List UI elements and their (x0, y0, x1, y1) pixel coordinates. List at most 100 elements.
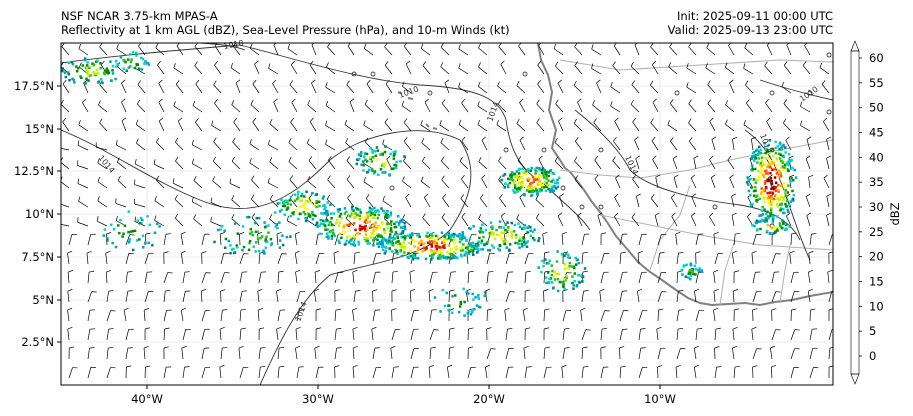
wind-barb (543, 366, 552, 379)
wind-barb (201, 310, 211, 322)
reflectivity-cell (546, 271, 550, 274)
reflectivity-cell (278, 221, 281, 224)
reflectivity-cell (395, 160, 398, 164)
wind-barb (781, 81, 792, 94)
reflectivity-cell (763, 200, 766, 204)
reflectivity-cell (502, 231, 505, 235)
reflectivity-cell (530, 190, 533, 193)
wind-barb (403, 137, 412, 151)
reflectivity-cell (467, 292, 470, 295)
reflectivity-cell (368, 220, 372, 223)
reflectivity-cell (764, 217, 767, 220)
reflectivity-cell (379, 153, 382, 156)
reflectivity-cell (425, 234, 428, 238)
wind-barb (481, 136, 488, 151)
wind-barb (95, 142, 108, 151)
reflectivity-cell (384, 161, 387, 165)
wind-barb (714, 346, 720, 360)
wind-barb (695, 327, 703, 341)
wind-barb (823, 117, 830, 132)
reflectivity-cell (564, 252, 568, 255)
reflectivity-cell (572, 287, 575, 290)
reflectivity-cell (758, 214, 761, 217)
reflectivity-cell (782, 198, 785, 201)
reflectivity-cell (346, 223, 349, 227)
reflectivity-cell (369, 226, 372, 229)
reflectivity-cell (505, 246, 508, 249)
reflectivity-cell (538, 183, 541, 187)
reflectivity-cell (381, 248, 385, 251)
wind-barb (790, 366, 799, 379)
reflectivity-cell (390, 167, 393, 171)
wind-barb (277, 365, 285, 379)
wind-barb (314, 270, 320, 284)
wind-barb (239, 271, 248, 284)
reflectivity-cell (791, 197, 795, 201)
reflectivity-cell (435, 242, 439, 245)
reflectivity-cell (383, 150, 387, 154)
reflectivity-cell (490, 226, 493, 229)
wind-barb (77, 217, 89, 227)
reflectivity-cell (293, 199, 297, 202)
reflectivity-cell (516, 190, 519, 193)
wind-barb (251, 213, 260, 227)
reflectivity-cell (382, 171, 386, 174)
reflectivity-cell (417, 248, 420, 251)
reflectivity-cell (367, 214, 370, 218)
reflectivity-cell (253, 221, 257, 225)
wind-barb (805, 193, 811, 208)
wind-barb (156, 175, 165, 189)
reflectivity-cell (388, 174, 391, 177)
reflectivity-cell (286, 202, 289, 205)
reflectivity-cell (270, 242, 273, 245)
reflectivity-cell (434, 245, 437, 248)
wind-barb (788, 155, 794, 170)
reflectivity-cell (296, 193, 300, 196)
reflectivity-cell (369, 236, 373, 239)
reflectivity-cell (774, 189, 778, 192)
wind-barb (610, 82, 621, 94)
wind-barb (220, 289, 226, 303)
reflectivity-cell (342, 226, 345, 229)
reflectivity-cell (467, 309, 470, 312)
wind-barb (254, 60, 260, 75)
reflectivity-cell (766, 223, 770, 227)
reflectivity-cell (759, 171, 763, 175)
reflectivity-cell (757, 169, 760, 173)
reflectivity-cell (786, 208, 789, 212)
reflectivity-cell (531, 189, 535, 193)
reflectivity-cell (513, 223, 517, 227)
reflectivity-cell (456, 234, 459, 238)
reflectivity-cell (246, 215, 249, 219)
reflectivity-cell (766, 191, 769, 195)
wind-barb (239, 232, 245, 246)
reflectivity-cell (529, 169, 533, 172)
reflectivity-cell (552, 172, 556, 175)
wind-barb (676, 309, 684, 322)
wind-barb (276, 288, 282, 303)
reflectivity-cell (779, 184, 783, 188)
wind-barb (827, 269, 833, 284)
wind-barb (277, 270, 284, 284)
reflectivity-cell (555, 260, 559, 263)
reflectivity-cell (751, 151, 755, 155)
colorbar-extend-min (850, 373, 860, 385)
reflectivity-cell (513, 172, 516, 176)
reflectivity-cell (450, 248, 454, 251)
reflectivity-cell (575, 263, 578, 266)
colorbar-tick-label: 10 (869, 299, 884, 313)
wind-barb (651, 136, 659, 151)
reflectivity-cell (690, 268, 694, 271)
reflectivity-cell (299, 205, 302, 209)
reflectivity-cell (770, 182, 774, 186)
reflectivity-cell (471, 249, 475, 252)
wind-barb (676, 327, 684, 341)
wind-barb (581, 233, 590, 246)
map-title: NSF NCAR 3.75-km MPAS-A Reflectivity at … (61, 9, 510, 37)
reflectivity-cell (283, 204, 287, 208)
field-description: Reflectivity at 1 km AGL (dBZ), Sea-Leve… (61, 23, 510, 37)
reflectivity-cell (227, 239, 231, 243)
reflectivity-cell (775, 195, 779, 198)
reflectivity-cell (542, 264, 545, 268)
wind-barb (68, 346, 75, 360)
